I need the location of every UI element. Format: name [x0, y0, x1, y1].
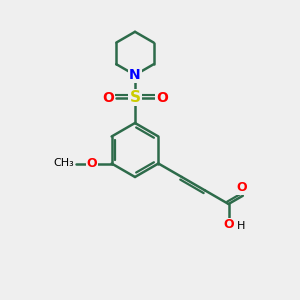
Text: CH₃: CH₃	[53, 158, 74, 169]
Text: S: S	[130, 90, 140, 105]
Text: O: O	[236, 181, 247, 194]
Text: N: N	[129, 68, 141, 82]
Text: O: O	[156, 91, 168, 104]
Text: O: O	[223, 218, 234, 232]
Text: O: O	[102, 91, 114, 104]
Text: O: O	[87, 157, 98, 170]
Text: H: H	[237, 221, 245, 231]
